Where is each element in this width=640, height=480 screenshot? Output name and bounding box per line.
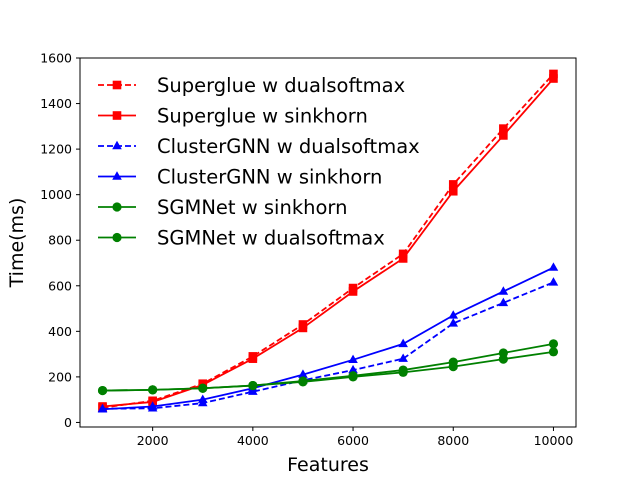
series-6 [97, 347, 559, 396]
y-tick-label: 200 [48, 369, 72, 384]
y-tick-label: 400 [48, 324, 72, 339]
data-point [348, 372, 358, 382]
data-point [549, 74, 558, 83]
legend-item: SGMNet w sinkhorn [98, 196, 347, 219]
legend-marker [112, 140, 122, 150]
legend-marker [112, 111, 122, 120]
y-tick-label: 800 [48, 233, 72, 248]
data-point [498, 286, 509, 295]
legend-label: SGMNet w dualsoftmax [157, 227, 385, 250]
legend-label: ClusterGNN w sinkhorn [157, 166, 382, 189]
legend-label: Superglue w sinkhorn [157, 105, 368, 128]
x-tick-label: 2000 [137, 433, 169, 448]
data-point [548, 277, 559, 286]
ticks-layer: 2000 4000 6000 8000 10000 0 200 400 600 800 1000 12… [40, 51, 573, 449]
data-point [448, 318, 459, 327]
data-point [248, 354, 258, 363]
data-point [97, 404, 108, 413]
legend-item: Superglue w sinkhorn [98, 105, 368, 128]
y-tick-label: 0 [64, 415, 72, 430]
data-point [448, 186, 458, 196]
data-point [498, 354, 508, 364]
legend: Superglue w dualsoftmax Superglue w sinkh… [98, 74, 420, 250]
data-point [498, 297, 509, 307]
data-point [198, 383, 208, 393]
data-point [549, 69, 558, 79]
series-line [102, 350, 554, 392]
y-tick-label: 1600 [40, 51, 72, 66]
y-tick-label: 1400 [40, 96, 72, 111]
data-point [448, 362, 458, 372]
data-point [448, 310, 459, 319]
y-tick-label: 600 [48, 278, 72, 293]
legend-item: Superglue w dualsoftmax [98, 74, 405, 97]
data-point [298, 377, 308, 387]
data-point [548, 347, 559, 357]
legend-label: SGMNet w sinkhorn [157, 196, 347, 219]
data-point [398, 353, 408, 362]
y-tick-label: 1200 [40, 142, 72, 157]
x-tick-label: 6000 [337, 433, 369, 448]
data-point [398, 254, 408, 263]
data-point [398, 249, 408, 259]
plot-frame [79, 57, 577, 428]
legend-marker [112, 80, 122, 90]
data-point [548, 262, 559, 271]
data-point [298, 323, 308, 333]
data-point [148, 385, 158, 395]
data-point [398, 338, 408, 348]
data-point [197, 394, 208, 403]
x-axis-label: Features [287, 454, 369, 476]
y-tick-label: 1000 [40, 187, 72, 202]
data-point [348, 364, 358, 374]
legend-marker [112, 202, 122, 212]
x-tick-label: 8000 [437, 433, 469, 448]
y-axis-label: Time(ms) [6, 198, 28, 289]
legend-item: ClusterGNN w dualsoftmax [98, 135, 420, 158]
data-point [248, 380, 258, 391]
data-point [348, 287, 358, 296]
series-line [102, 281, 554, 410]
series-line [102, 77, 555, 408]
data-point [448, 180, 458, 189]
data-point [348, 354, 358, 364]
legend-marker [112, 232, 122, 243]
legend-item: SGMNet w dualsoftmax [98, 227, 385, 250]
data-point [97, 385, 108, 396]
legend-marker [112, 171, 122, 180]
data-point [499, 124, 508, 133]
series-line [102, 266, 554, 411]
data-point [499, 131, 508, 140]
legend-label: Superglue w dualsoftmax [157, 74, 405, 97]
legend-label: ClusterGNN w dualsoftmax [157, 135, 420, 158]
data-point [548, 339, 559, 349]
series-line [102, 73, 555, 409]
series-layer [97, 69, 559, 413]
legend-item: ClusterGNN w sinkhorn [98, 166, 382, 189]
data-point [398, 367, 408, 377]
data-point [147, 401, 158, 410]
x-tick-label: 10000 [534, 433, 574, 448]
data-point [298, 369, 308, 378]
x-tick-label: 4000 [237, 433, 269, 448]
